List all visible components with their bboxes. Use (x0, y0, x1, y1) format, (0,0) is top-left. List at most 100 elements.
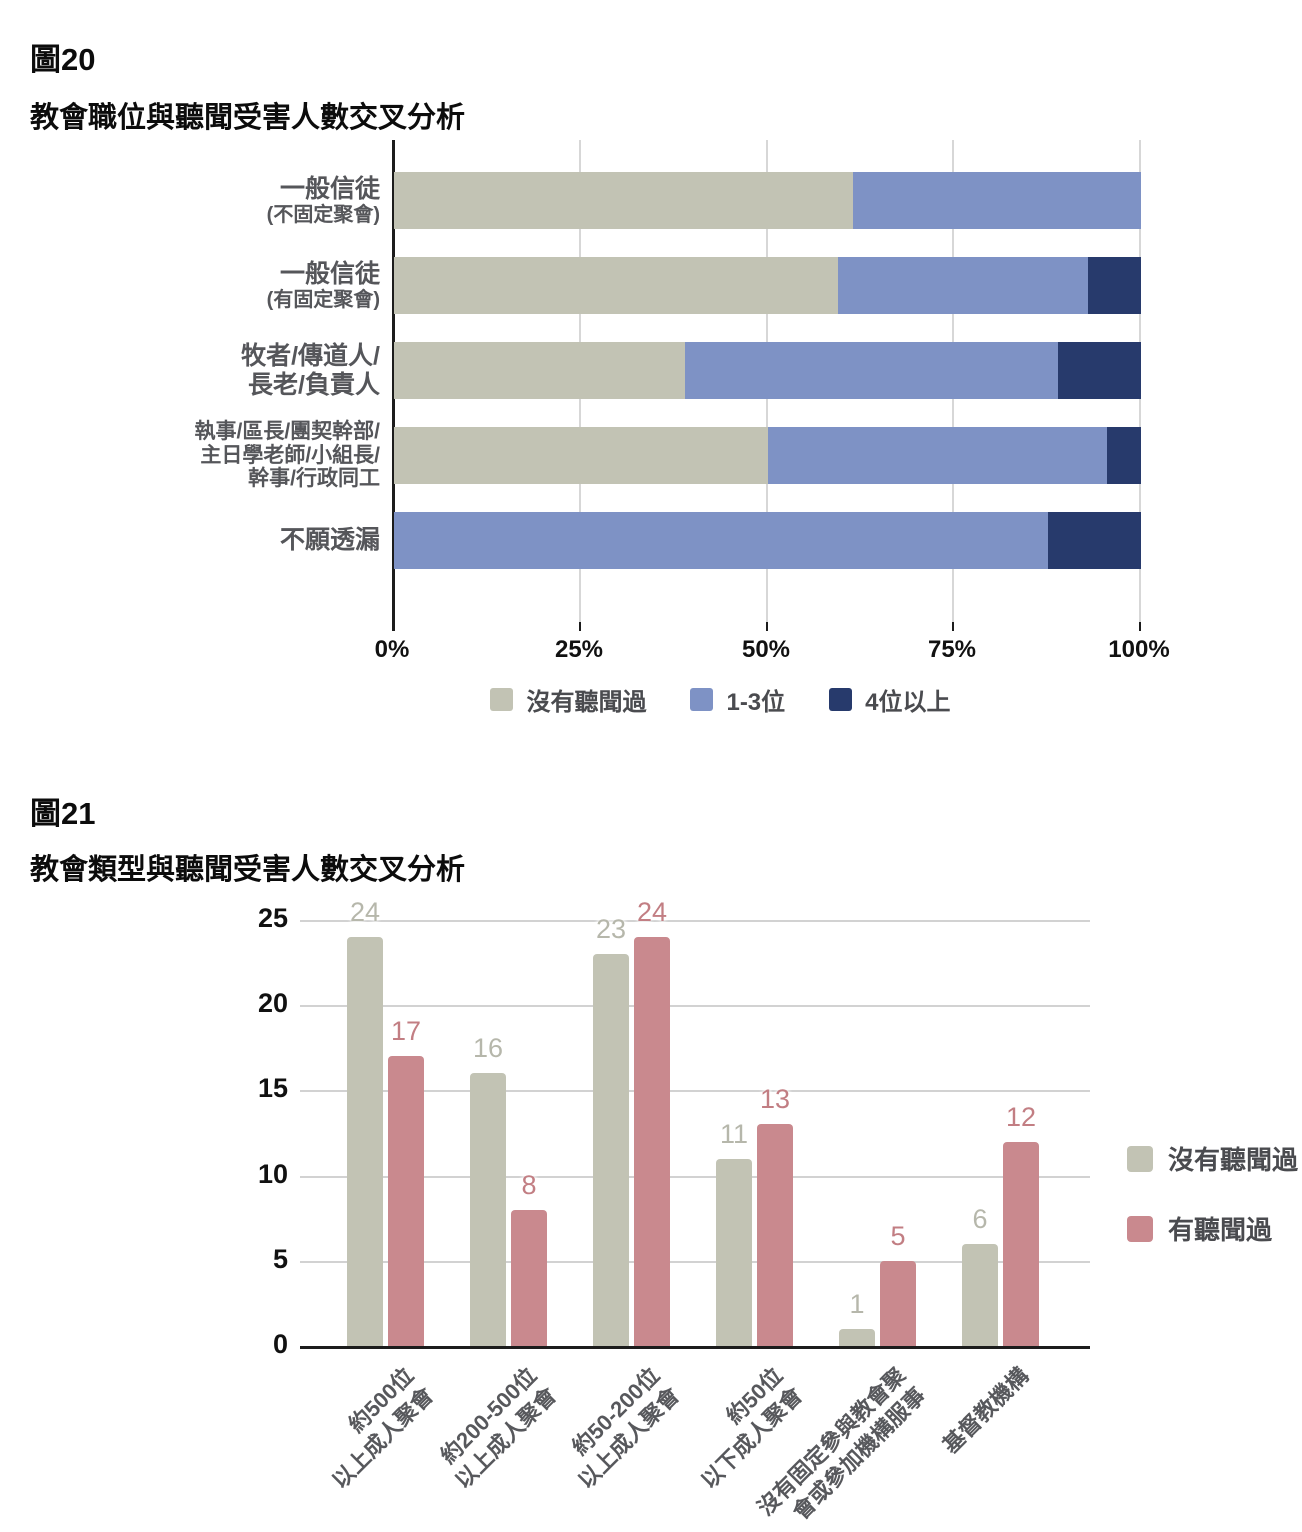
x-tick-label: 25% (554, 636, 604, 663)
category-label-line: 長老/負責人 (248, 370, 380, 399)
category-label-line: 一般信徒 (279, 175, 380, 204)
bar-segment (838, 257, 1088, 314)
chart-position-vs-victims: 0% 25% 50% 75% 100% 一般信徒 (不固定聚會) 一般信徒 (有固定聚會) 牧者/… (0, 140, 1302, 740)
category-label: 執事/區長/團契幹部/主日學老師/小組長/幹事/行政同工 (0, 412, 380, 499)
legend-label: 有聽聞過 (1168, 1215, 1273, 1245)
x-tick-label: 50% (741, 636, 791, 663)
bar (593, 954, 629, 1346)
x-tick-label: 100% (1108, 636, 1170, 663)
legend-item: 沒有聽聞過 (1127, 1140, 1298, 1177)
bar (634, 937, 670, 1346)
bar-segment (1107, 427, 1141, 484)
chart-churchtype-vs-victims: 0 5 10 15 20 25 24 17 約500位 以上成人聚會 16 8 約200-500位 以上成… (0, 880, 1302, 1532)
data-label: 11 (719, 1119, 749, 1149)
bar (388, 1056, 424, 1346)
data-label: 6 (972, 1204, 988, 1234)
axis-tick (579, 622, 581, 631)
y-tick-label: 25 (257, 903, 288, 933)
stacked-bar (394, 257, 1141, 314)
bar (511, 1210, 547, 1346)
chart21-plot-area (300, 920, 1090, 1349)
legend-item: 4位以上 (829, 682, 951, 717)
legend-swatch (829, 688, 853, 711)
category-label-subline: (有固定聚會) (266, 288, 380, 311)
legend-item: 沒有聽聞過 (490, 682, 646, 717)
x-tick-label: 0% (374, 636, 410, 663)
grid-line (300, 1005, 1090, 1007)
bar-segment (684, 342, 1059, 399)
category-label: 一般信徒 (不固定聚會) (0, 157, 380, 244)
figure20-label: 圖20 (30, 42, 96, 77)
data-label: 24 (349, 897, 381, 927)
legend-label: 1-3位 (726, 689, 786, 716)
data-label: 12 (1005, 1102, 1037, 1132)
data-label: 23 (595, 914, 627, 944)
y-tick-label: 10 (257, 1159, 288, 1189)
category-label-line: 牧者/傳道人/ (241, 341, 380, 370)
grid-line (300, 1090, 1090, 1092)
category-label: 一般信徒 (有固定聚會) (0, 242, 380, 329)
legend-swatch (490, 688, 514, 711)
x-axis-line (300, 1346, 1090, 1349)
axis-tick (766, 622, 768, 631)
bar (839, 1329, 875, 1346)
bar (716, 1159, 752, 1346)
legend-label: 沒有聽聞過 (1168, 1145, 1299, 1175)
chart20-legend: 沒有聽聞過 1-3位 4位以上 (300, 682, 1141, 717)
category-label: 不願透漏 (0, 497, 380, 584)
bar (470, 1073, 506, 1346)
category-label-line: 執事/區長/團契幹部/ (194, 420, 380, 444)
x-tick-label: 75% (927, 636, 977, 663)
bar-segment (767, 427, 1108, 484)
y-tick-label: 20 (257, 988, 288, 1018)
bar (757, 1124, 793, 1346)
category-label-line: 一般信徒 (279, 260, 380, 289)
axis-tick (952, 622, 954, 631)
figure21-label: 圖21 (30, 796, 96, 831)
legend-swatch (1127, 1145, 1153, 1172)
data-label: 13 (759, 1084, 791, 1114)
bar-segment (1058, 342, 1141, 399)
category-label-line: 主日學老師/小組長/ (200, 443, 380, 467)
bar-segment (394, 512, 1048, 569)
y-axis-line (392, 140, 395, 631)
bar-segment (1047, 512, 1141, 569)
bar-segment (394, 172, 854, 229)
bar (880, 1261, 916, 1346)
legend-swatch (1127, 1215, 1153, 1242)
y-tick-label: 5 (272, 1244, 288, 1274)
legend-item: 有聽聞過 (1127, 1210, 1272, 1247)
legend-swatch (690, 688, 714, 711)
bar (1003, 1142, 1039, 1346)
legend-item: 1-3位 (690, 682, 785, 717)
stacked-bar (394, 512, 1141, 569)
category-label-line: 幹事/行政同工 (248, 467, 380, 491)
bar (347, 937, 383, 1346)
data-label: 1 (849, 1289, 865, 1319)
data-label: 24 (636, 897, 668, 927)
figure21-title: 教會類型與聽聞受害人數交叉分析 (30, 854, 466, 886)
data-label: 8 (521, 1170, 537, 1200)
grid-line (300, 1261, 1090, 1263)
bar-segment (1087, 257, 1141, 314)
axis-tick (1139, 622, 1141, 631)
bar-segment (394, 342, 685, 399)
y-tick-label: 0 (272, 1329, 288, 1359)
legend-label: 沒有聽聞過 (526, 689, 647, 716)
category-label-subline: (不固定聚會) (266, 203, 380, 226)
data-label: 16 (472, 1033, 504, 1063)
stacked-bar (394, 172, 1141, 229)
bar-segment (853, 172, 1141, 229)
bar (962, 1244, 998, 1346)
figure20-title: 教會職位與聽聞受害人數交叉分析 (30, 102, 466, 134)
data-label: 5 (890, 1221, 906, 1251)
chart20-plot-area (392, 140, 1141, 631)
bar-segment (394, 257, 839, 314)
grid-line (300, 1176, 1090, 1178)
bar-segment (394, 427, 768, 484)
stacked-bar (394, 427, 1141, 484)
stacked-bar (394, 342, 1141, 399)
grid-line (300, 920, 1090, 922)
category-label: 牧者/傳道人/長老/負責人 (0, 327, 380, 414)
